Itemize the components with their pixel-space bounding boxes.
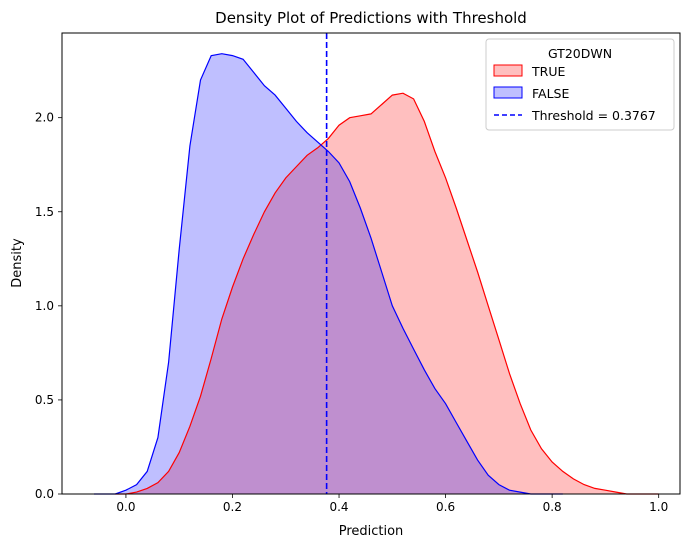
x-tick-label: 1.0 — [649, 500, 668, 514]
x-axis-label: Prediction — [339, 524, 404, 539]
x-tick-label: 0.6 — [436, 500, 455, 514]
x-tick-label: 0.2 — [223, 500, 242, 514]
y-tick-label: 0.5 — [35, 393, 54, 407]
legend-label-false: FALSE — [532, 86, 569, 101]
legend: GT20DWN TRUE FALSE Threshold = 0.3767 — [485, 38, 675, 131]
x-tick-label: 0.8 — [543, 500, 562, 514]
legend-swatch-false — [493, 86, 523, 99]
legend-label-threshold: Threshold = 0.3767 — [531, 108, 656, 123]
legend-label-true: TRUE — [531, 64, 565, 79]
density-area-false — [94, 53, 563, 494]
legend-box — [485, 38, 675, 131]
y-axis-label: Density — [10, 238, 25, 288]
y-tick-label: 2.0 — [35, 111, 54, 125]
y-tick-label: 0.0 — [35, 487, 54, 501]
density-line-true — [115, 92, 659, 495]
y-axis: 0.0 0.5 1.0 1.5 2.0 — [35, 111, 62, 501]
x-axis: 0.0 0.2 0.4 0.6 0.8 1.0 — [116, 494, 668, 514]
y-tick-label: 1.0 — [35, 299, 54, 313]
legend-title: GT20DWN — [548, 46, 612, 61]
density-line-false — [94, 53, 563, 495]
y-tick-label: 1.5 — [35, 205, 54, 219]
x-tick-label: 0.4 — [329, 500, 348, 514]
plot-area — [94, 33, 659, 495]
axes-frame — [61, 32, 681, 495]
chart-title: Density Plot of Predictions with Thresho… — [215, 9, 527, 27]
x-tick-label: 0.0 — [116, 500, 135, 514]
density-area-true — [115, 93, 659, 494]
legend-swatch-true — [493, 64, 523, 77]
